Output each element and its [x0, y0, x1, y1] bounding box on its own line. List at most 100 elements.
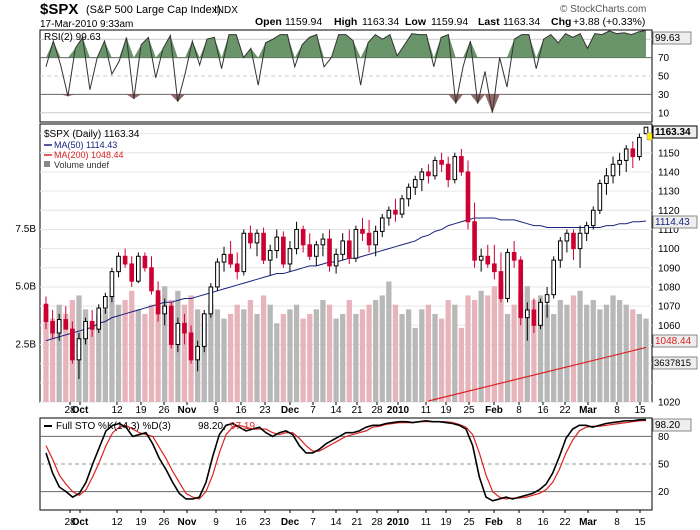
- x-axis-label: Mar: [579, 517, 597, 528]
- volume-bar: [406, 309, 412, 402]
- candle-body: [637, 136, 642, 158]
- sto-tick-label: 50: [658, 460, 670, 471]
- volume-bar: [122, 300, 128, 402]
- rsi-tick-label: 10: [658, 108, 670, 119]
- price-panel: $SPX (Daily) 1163.34 MA(50) 1114.43 MA(2…: [15, 123, 698, 409]
- symbol-name: (S&P 500 Large Cap Index): [86, 4, 221, 16]
- candle-body: [544, 294, 550, 303]
- x-axis-label: 26: [158, 405, 170, 416]
- volume-bar: [162, 286, 168, 402]
- volume-bar: [491, 286, 497, 402]
- volume-tick-label: 2.5B: [15, 340, 36, 351]
- last-price-tag: 1163.34: [655, 127, 691, 138]
- candle-body: [116, 255, 121, 273]
- candle-body: [254, 232, 260, 244]
- volume-bar: [610, 295, 616, 402]
- candle-body: [149, 267, 154, 292]
- candle-body: [610, 163, 616, 177]
- volume-bar: [373, 300, 379, 402]
- volume-bar: [366, 304, 372, 402]
- candle-body: [83, 320, 88, 340]
- volume-bar: [504, 313, 511, 402]
- price-tick-label: 1110: [658, 225, 679, 236]
- candle-body: [320, 238, 326, 246]
- last-label: Last: [478, 16, 500, 28]
- price-legend-ma200: MA(200) 1048.44: [54, 150, 124, 160]
- volume-bar: [603, 304, 610, 402]
- rsi-axis: 9070503010: [658, 35, 670, 120]
- x-axis-label: 7: [310, 405, 316, 416]
- volume-bar: [333, 318, 339, 402]
- volume-bar: [307, 313, 313, 402]
- x-axis-label: Mar: [579, 405, 597, 416]
- sto-axis: 80 50 20: [658, 432, 670, 498]
- x-axis-label: Oct: [72, 517, 89, 528]
- volume-bar: [419, 309, 425, 402]
- candle-body: [538, 301, 543, 326]
- chart-header: $SPX (S&P 500 Large Cap Index) INDX 17-M…: [40, 1, 646, 30]
- candle-body: [419, 171, 425, 181]
- ma50-tag: 1114.43: [655, 217, 690, 228]
- candle-body: [70, 328, 75, 361]
- rsi-legend: RSI(2) 99.63: [44, 32, 101, 43]
- volume-bar: [208, 304, 214, 402]
- x-axis-label: 16: [235, 405, 247, 416]
- candle-body: [300, 228, 306, 246]
- candle-body: [452, 156, 458, 181]
- rsi-overbought-fill: [46, 30, 646, 58]
- volume-bar: [511, 304, 517, 402]
- x-axis-label: Dec: [281, 405, 300, 416]
- last-price-marker: [646, 132, 653, 141]
- candle-body: [590, 209, 596, 227]
- x-axis-label: 25: [463, 405, 475, 416]
- volume-bar: [379, 295, 385, 402]
- candle-body: [518, 259, 524, 319]
- volume-bar: [267, 304, 273, 402]
- candle-body: [50, 320, 55, 334]
- candle-body: [531, 309, 537, 326]
- candle-body: [426, 171, 431, 177]
- ma200-tag-bg: [652, 334, 698, 348]
- x-axis-label: 11: [421, 517, 432, 528]
- candle-body: [168, 305, 174, 345]
- volume-bar: [313, 309, 319, 402]
- candles: [43, 126, 649, 379]
- chg-label: Chg: [551, 16, 571, 28]
- candle-body: [617, 159, 622, 165]
- volume-bar: [478, 290, 484, 402]
- x-axis-label: 28: [64, 517, 76, 528]
- low-value: 1159.94: [431, 16, 468, 28]
- volume-bar: [353, 313, 359, 402]
- x-axis-label: 16: [235, 517, 247, 528]
- x-axis-label: 28: [371, 405, 383, 416]
- candle-body: [485, 255, 491, 265]
- x-axis-label: 14: [330, 405, 342, 416]
- volume-bar: [63, 313, 69, 402]
- candle-body: [379, 217, 385, 232]
- x-axis-label: 15: [634, 517, 646, 528]
- candle-body: [577, 232, 583, 250]
- candle-body: [373, 230, 378, 246]
- volume-bar: [392, 304, 399, 402]
- rsi-value-tag-bg: [652, 31, 692, 45]
- candle-body: [63, 319, 69, 330]
- volume-bar: [142, 313, 148, 402]
- price-legend-main: $SPX (Daily) 1163.34: [44, 129, 140, 140]
- volume-bar: [49, 318, 56, 402]
- candle-body: [89, 320, 95, 330]
- last-price-tag-bg: [652, 125, 698, 139]
- volume-bar: [597, 309, 603, 402]
- candle-body: [630, 148, 636, 158]
- candle-body: [584, 225, 589, 234]
- candle-body: [445, 163, 451, 181]
- x-axis-label: Feb: [485, 517, 503, 528]
- volume-bar: [109, 295, 115, 402]
- candle-body: [188, 332, 194, 361]
- candle-body: [135, 255, 141, 282]
- volume-bar: [557, 300, 563, 402]
- volume-bar: [89, 323, 95, 402]
- brand-link[interactable]: © StockCharts.com: [560, 4, 646, 15]
- candle-body: [287, 248, 293, 265]
- volume-bar: [346, 300, 352, 402]
- candle-body: [43, 303, 49, 322]
